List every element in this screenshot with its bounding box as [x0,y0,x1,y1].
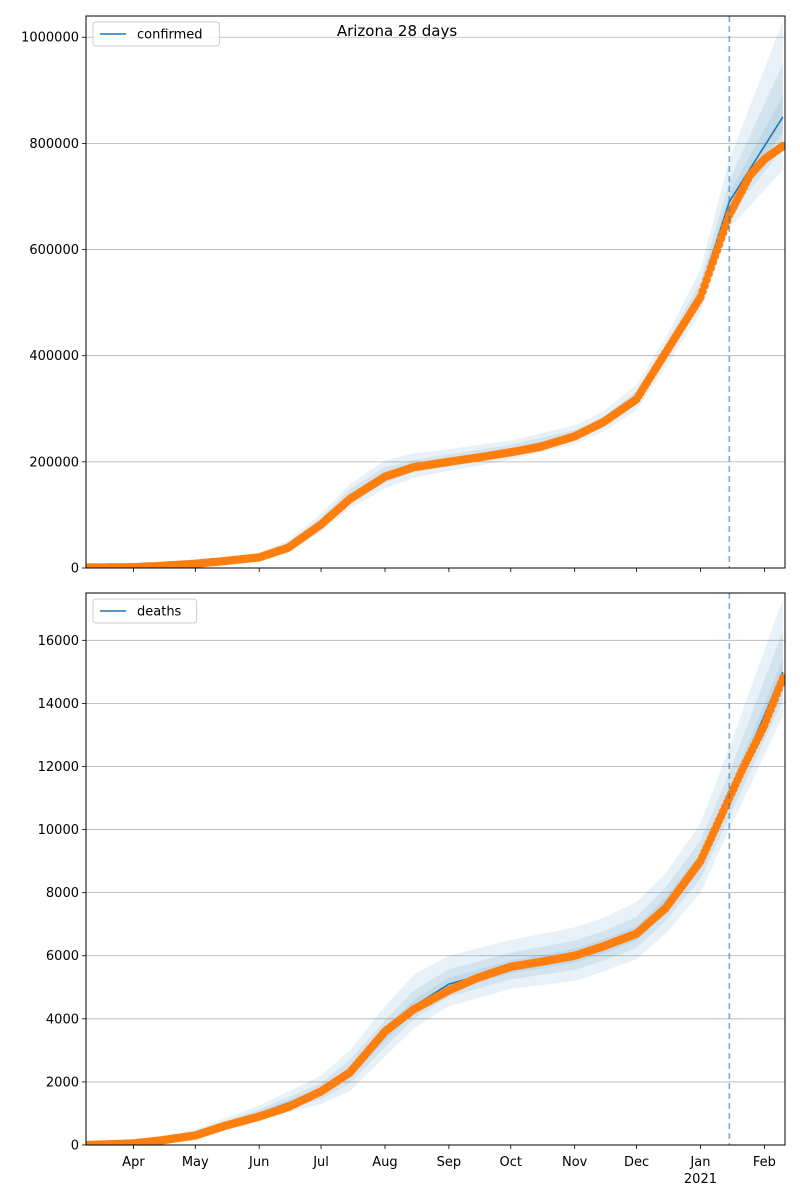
y-tick-label: 2000 [46,1075,79,1090]
legend-label: confirmed [137,28,203,43]
x-axis: Apr May Jun Jul Aug Sep Oct Nov Dec Jan Feb 2021 [122,1155,776,1187]
x-tick-label: May [182,1155,209,1170]
observed-point [778,141,785,151]
x-tick-label: Feb [753,1155,776,1170]
x-tick-label: Dec [624,1155,649,1170]
plot-area [86,599,785,1145]
x-tick-label: Apr [122,1155,145,1170]
legend: deaths [92,598,198,624]
y-tick-label: 1000000 [21,31,79,46]
legend-box [92,21,220,47]
y-tick-label: 400000 [29,349,79,364]
x-tick-label: Aug [372,1155,397,1170]
y-tick-label: 0 [71,562,79,577]
y-tick-label: 4000 [46,1012,79,1027]
y-tick-label: 10000 [38,823,79,838]
x-year-label: 2021 [684,1172,717,1187]
plot-area [86,21,785,568]
axes-frame [85,592,786,1146]
y-tick-label: 0 [71,1139,79,1154]
y-tick-label: 800000 [29,137,79,152]
chart-title: Arizona 28 days [337,22,458,40]
deaths-panel: 0 2000 4000 6000 8000 10000 12000 14000 16000 dea… [38,592,786,1154]
y-tick-label: 8000 [46,886,79,901]
x-tick-label: Oct [500,1155,522,1170]
x-tick-label: Jan [689,1155,710,1170]
y-tick-label: 14000 [38,697,79,712]
legend: confirmed [92,21,220,47]
legend-label: deaths [137,605,182,620]
observed-point [778,674,785,683]
y-tick-label: 12000 [38,760,79,775]
uncertainty-band [88,21,783,568]
x-tick-label: Jul [312,1155,329,1170]
y-tick-label: 200000 [29,455,79,470]
y-tick-label: 600000 [29,243,79,258]
y-tick-label: 16000 [38,634,79,649]
x-tick-label: Sep [437,1155,462,1170]
legend-box [92,598,198,624]
axes-frame [85,15,786,569]
x-tick-label: Jun [248,1155,269,1170]
y-tick-label: 6000 [46,949,79,964]
confirmed-panel: 0 200000 400000 600000 800000 1000000 confirme… [21,15,786,577]
x-tick-label: Nov [562,1155,588,1170]
